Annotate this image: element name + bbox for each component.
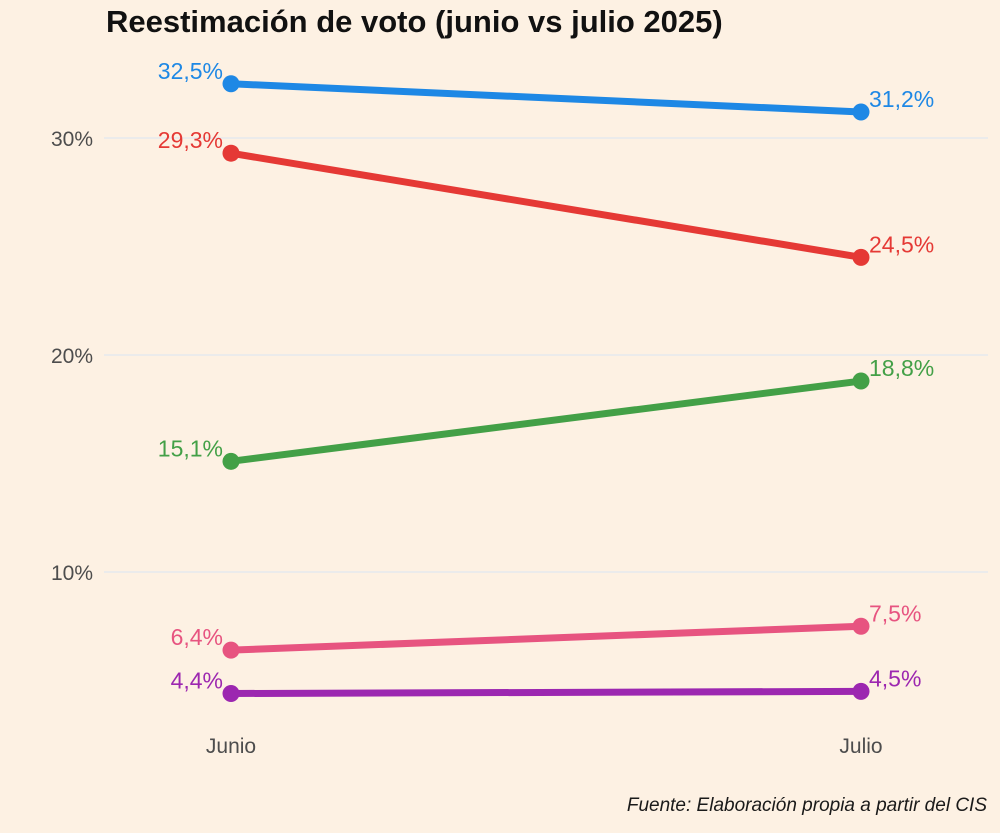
y-tick-label: 30% — [51, 128, 93, 151]
chart-caption: Fuente: Elaboración propia a partir del … — [626, 795, 987, 816]
series-line-serie-azul — [230, 80, 862, 116]
chart-title: Reestimación de voto (junio vs julio 202… — [106, 4, 723, 39]
y-tick-label: 20% — [51, 345, 93, 368]
series-line-serie-rosa — [230, 622, 862, 654]
data-label-serie-azul: 31,2% — [869, 86, 934, 112]
series-line-serie-roja — [230, 149, 862, 261]
data-label-serie-roja: 24,5% — [869, 231, 934, 257]
data-point-serie-azul — [852, 103, 870, 121]
data-point-serie-roja — [222, 144, 240, 162]
x-tick-label: Junio — [206, 735, 256, 758]
data-point-serie-morada — [222, 685, 240, 703]
series-line-serie-morada — [230, 687, 862, 698]
data-point-serie-verde — [222, 452, 240, 470]
data-label-serie-morada: 4,5% — [869, 665, 921, 691]
data-point-serie-roja — [852, 248, 870, 266]
data-label-serie-roja: 29,3% — [158, 127, 223, 153]
data-label-serie-azul: 32,5% — [158, 58, 223, 84]
x-tick-label: Julio — [839, 735, 882, 758]
y-tick-label: 10% — [51, 562, 93, 585]
data-point-serie-verde — [852, 372, 870, 390]
data-point-serie-azul — [222, 75, 240, 93]
series-line-serie-verde — [230, 377, 862, 465]
data-point-serie-rosa — [852, 617, 870, 635]
data-label-serie-rosa: 6,4% — [171, 624, 223, 650]
data-point-serie-morada — [852, 682, 870, 700]
data-label-serie-rosa: 7,5% — [869, 600, 921, 626]
data-point-serie-rosa — [222, 641, 240, 659]
data-label-serie-morada: 4,4% — [171, 668, 223, 694]
data-label-serie-verde: 15,1% — [158, 435, 223, 461]
data-label-serie-verde: 18,8% — [869, 355, 934, 381]
